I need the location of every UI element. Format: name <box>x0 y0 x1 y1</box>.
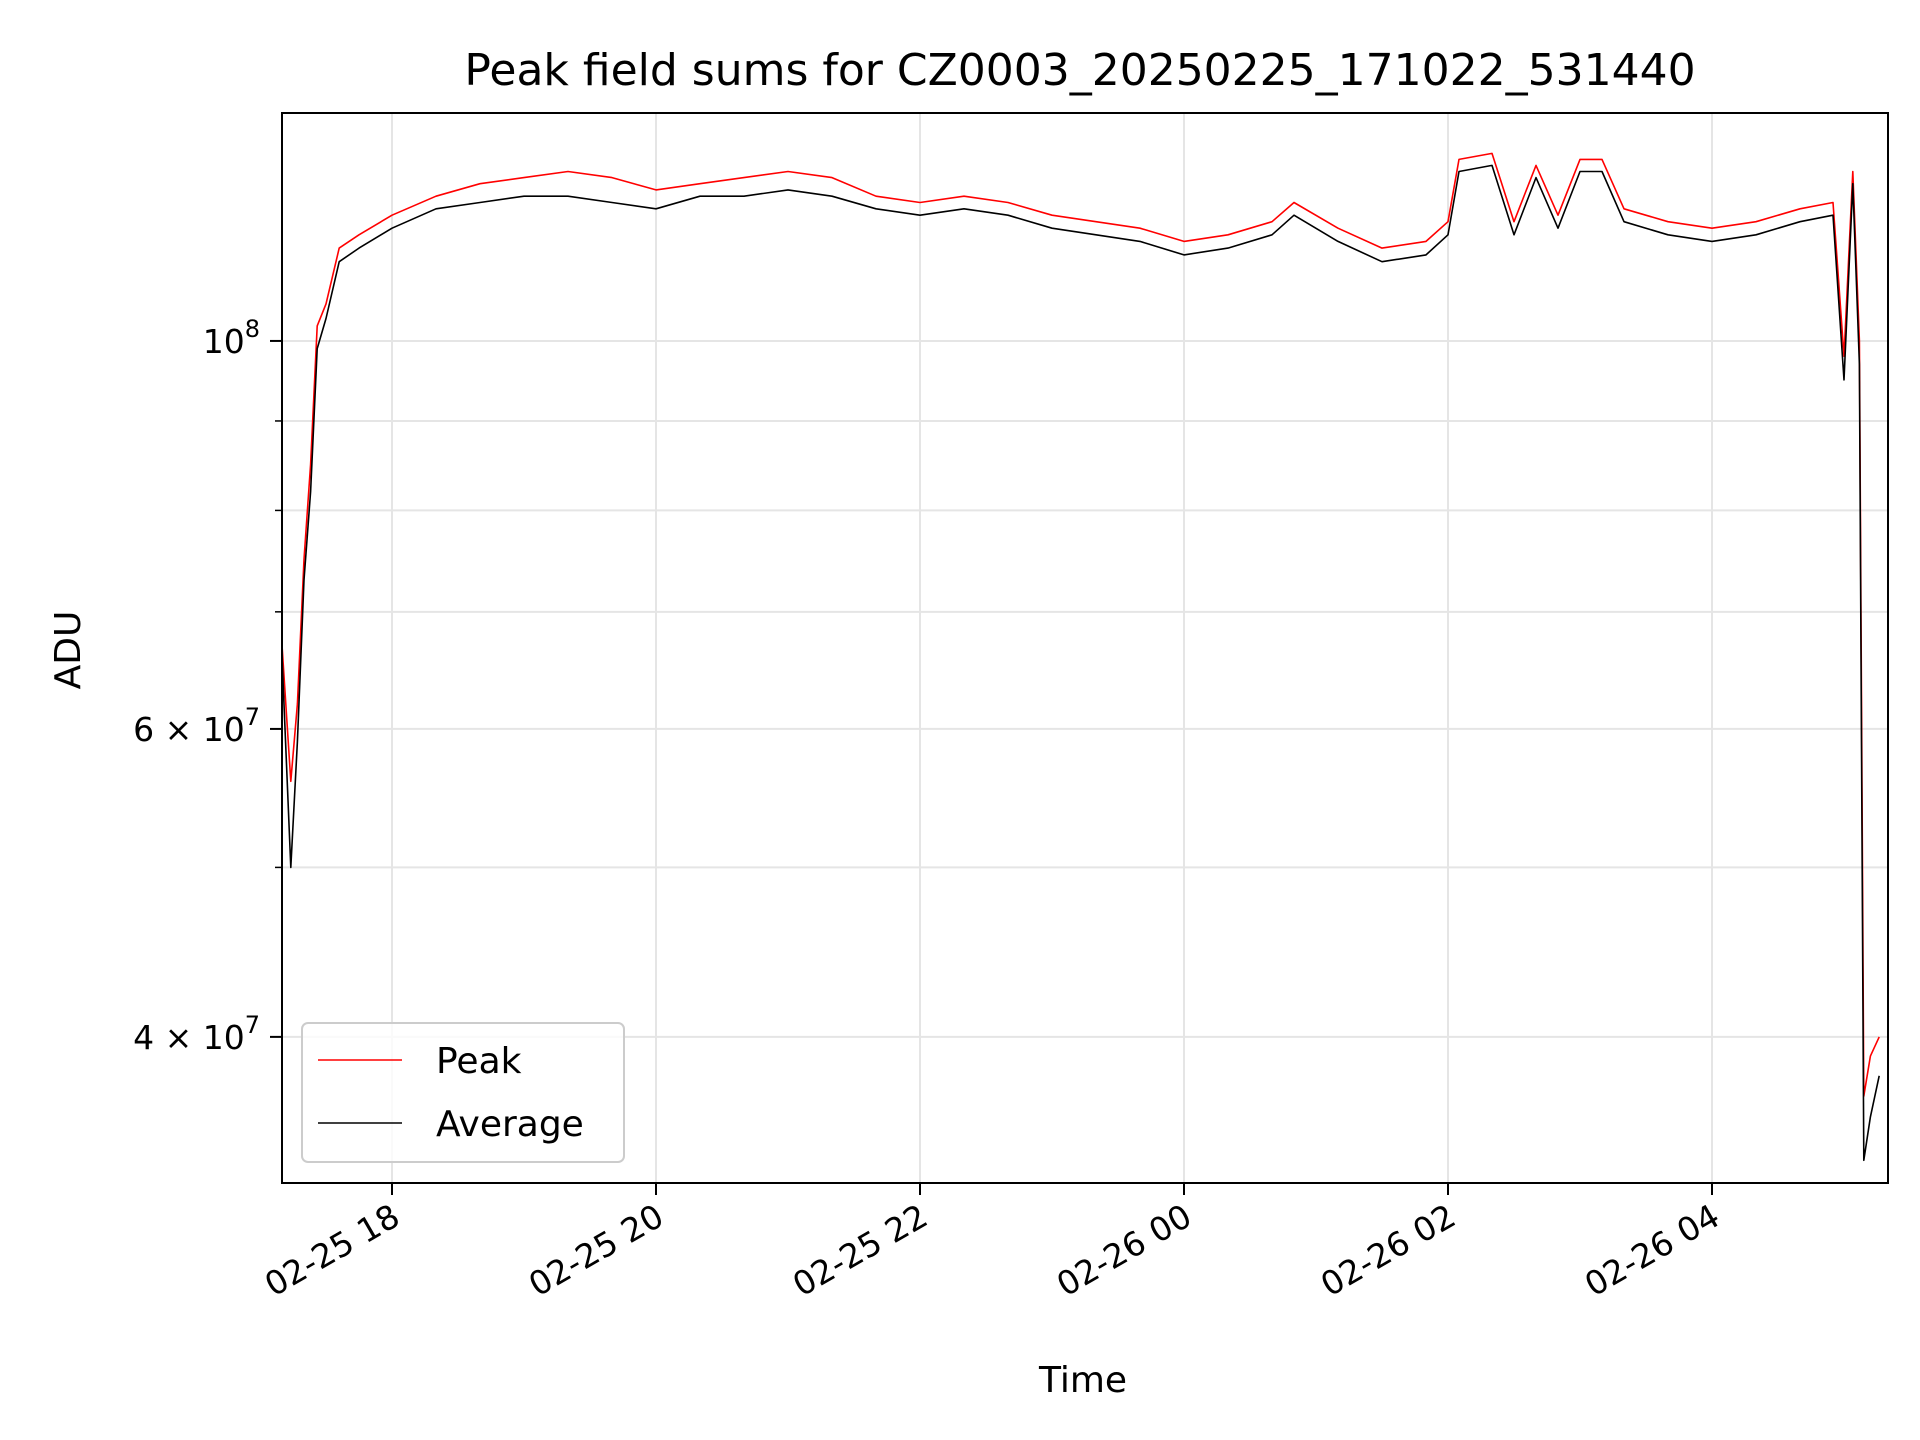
y-tick-exponent: 7 <box>245 1011 260 1039</box>
chart-title: Peak field sums for CZ0003_20250225_1710… <box>464 45 1695 96</box>
plot-frame <box>281 112 1889 1184</box>
legend-label-average: Average <box>436 1104 584 1145</box>
grid-lines <box>282 113 1888 1183</box>
y-tick-base: 10 <box>203 322 245 361</box>
y-tick-label: 4 × 107 <box>133 1011 260 1057</box>
y-tick-label: 6 × 107 <box>133 703 260 749</box>
y-tick-base: 6 × 10 <box>133 710 245 749</box>
legend-label-peak: Peak <box>436 1041 522 1082</box>
series-line-peak <box>282 152 1880 1097</box>
y-tick-label: 108 <box>203 315 260 361</box>
y-tick-exponent: 8 <box>245 315 260 343</box>
legend-box <box>301 1022 625 1163</box>
x-axis-label: Time <box>1038 1360 1127 1401</box>
series-layer <box>282 152 1880 1162</box>
legend: Peak Average <box>301 1022 625 1163</box>
y-tick-base: 4 × 10 <box>133 1018 245 1057</box>
series-line-average <box>282 164 1880 1162</box>
y-tick-exponent: 7 <box>245 703 260 731</box>
y-axis-label: ADU <box>48 611 89 690</box>
